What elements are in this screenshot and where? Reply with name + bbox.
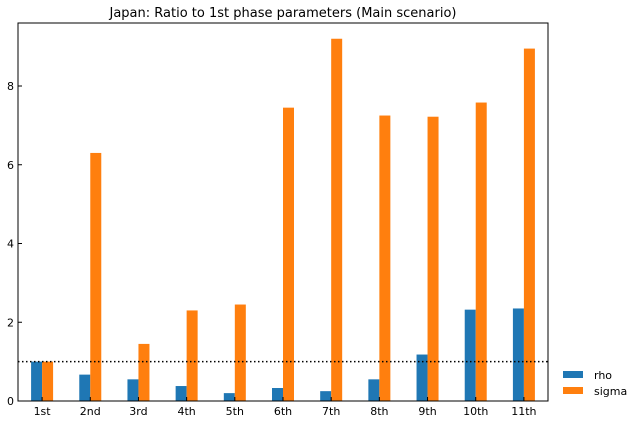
bar-sigma-10th — [475, 102, 487, 401]
bar-sigma-5th — [234, 304, 246, 401]
x-tick-label: 10th — [463, 405, 488, 418]
x-tick-label: 5th — [226, 405, 244, 418]
bar-rho-2nd — [79, 374, 91, 401]
y-tick-label: 6 — [7, 159, 14, 172]
y-tick-label: 4 — [7, 238, 14, 251]
x-tick-label: 3rd — [129, 405, 147, 418]
y-tick-label: 8 — [7, 80, 14, 93]
legend-label-rho: rho — [594, 369, 612, 382]
y-axis: 0 2 4 6 8 — [7, 80, 22, 408]
x-tick-label: 1st — [34, 405, 52, 418]
x-tick-label: 8th — [370, 405, 388, 418]
chart-title: Japan: Ratio to 1st phase parameters (Ma… — [109, 6, 457, 21]
legend-swatch-rho — [563, 371, 583, 378]
legend: rho sigma — [563, 369, 627, 398]
bar-rho-6th — [272, 388, 283, 401]
x-tick-label: 6th — [274, 405, 292, 418]
bar-sigma-4th — [186, 310, 198, 401]
x-axis: 1st 2nd 3rd 4th 5th 6th 7th 8th 9th 10th 11th — [34, 397, 537, 418]
bar-rho-5th — [223, 393, 235, 401]
bars-group — [31, 38, 535, 402]
bar-rho-7th — [320, 391, 332, 401]
bar-sigma-9th — [427, 116, 439, 402]
x-tick-label: 9th — [418, 405, 436, 418]
y-tick-label: 0 — [7, 395, 14, 408]
bar-sigma-2nd — [90, 152, 102, 401]
bar-rho-9th — [416, 354, 428, 401]
bar-sigma-11th — [523, 48, 535, 401]
x-tick-label: 11th — [511, 405, 536, 418]
bar-sigma-6th — [283, 107, 294, 401]
bar-rho-10th — [464, 309, 476, 401]
bar-sigma-1st — [42, 361, 54, 401]
y-tick-label: 2 — [7, 316, 14, 329]
legend-swatch-sigma — [563, 387, 583, 394]
bar-sigma-8th — [379, 115, 391, 401]
bar-rho-4th — [175, 386, 187, 401]
x-tick-label: 7th — [322, 405, 340, 418]
bar-rho-8th — [368, 379, 380, 401]
bar-rho-11th — [512, 308, 524, 401]
bar-rho-3rd — [127, 379, 139, 401]
bar-rho-1st — [31, 361, 43, 401]
bar-sigma-3rd — [138, 343, 150, 401]
x-tick-label: 2nd — [80, 405, 101, 418]
x-tick-label: 4th — [177, 405, 195, 418]
legend-label-sigma: sigma — [594, 385, 627, 398]
bar-sigma-7th — [331, 38, 343, 401]
